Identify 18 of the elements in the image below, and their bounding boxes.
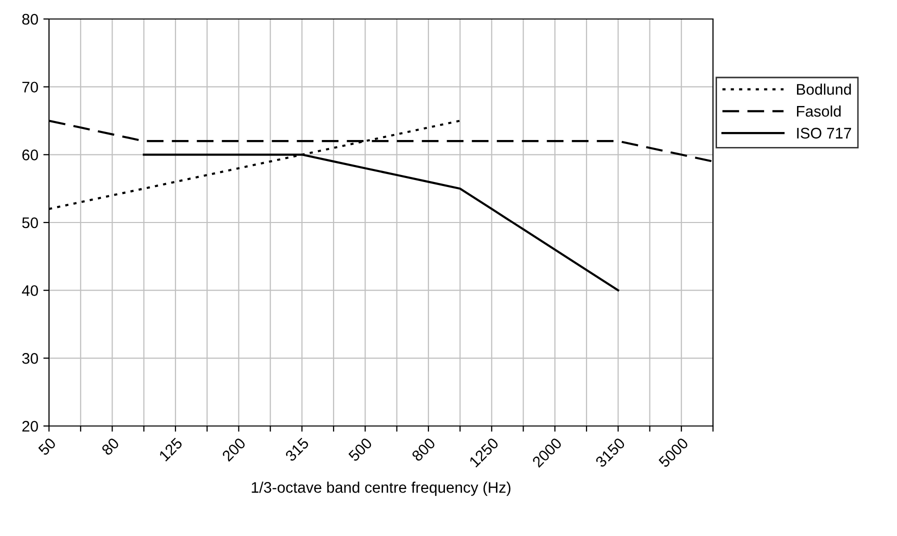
legend-label: ISO 717	[797, 128, 852, 139]
x-tick-label: 80	[100, 437, 120, 456]
legend-label: Bodlund	[797, 84, 851, 95]
y-tick-label: 20	[22, 420, 38, 432]
y-tick-label: 30	[22, 353, 38, 364]
legend-label: Fasold	[797, 105, 841, 117]
x-tick-label: 50	[38, 437, 57, 456]
x-tick-label: 125	[158, 437, 183, 462]
x-tick-label: 200	[222, 437, 246, 462]
y-tick-label: 40	[22, 285, 38, 296]
x-tick-label: 315	[284, 437, 310, 462]
x-tick-label: 500	[348, 437, 373, 462]
x-tick-label: 800	[411, 437, 436, 462]
y-tick-label: 70	[22, 82, 38, 93]
y-tick-label: 60	[22, 150, 38, 160]
x-axis-title: 1/3-octave band centre frequency (Hz)	[252, 482, 510, 496]
y-tick-label: 80	[22, 14, 38, 25]
y-tick-label: 50	[22, 217, 38, 228]
